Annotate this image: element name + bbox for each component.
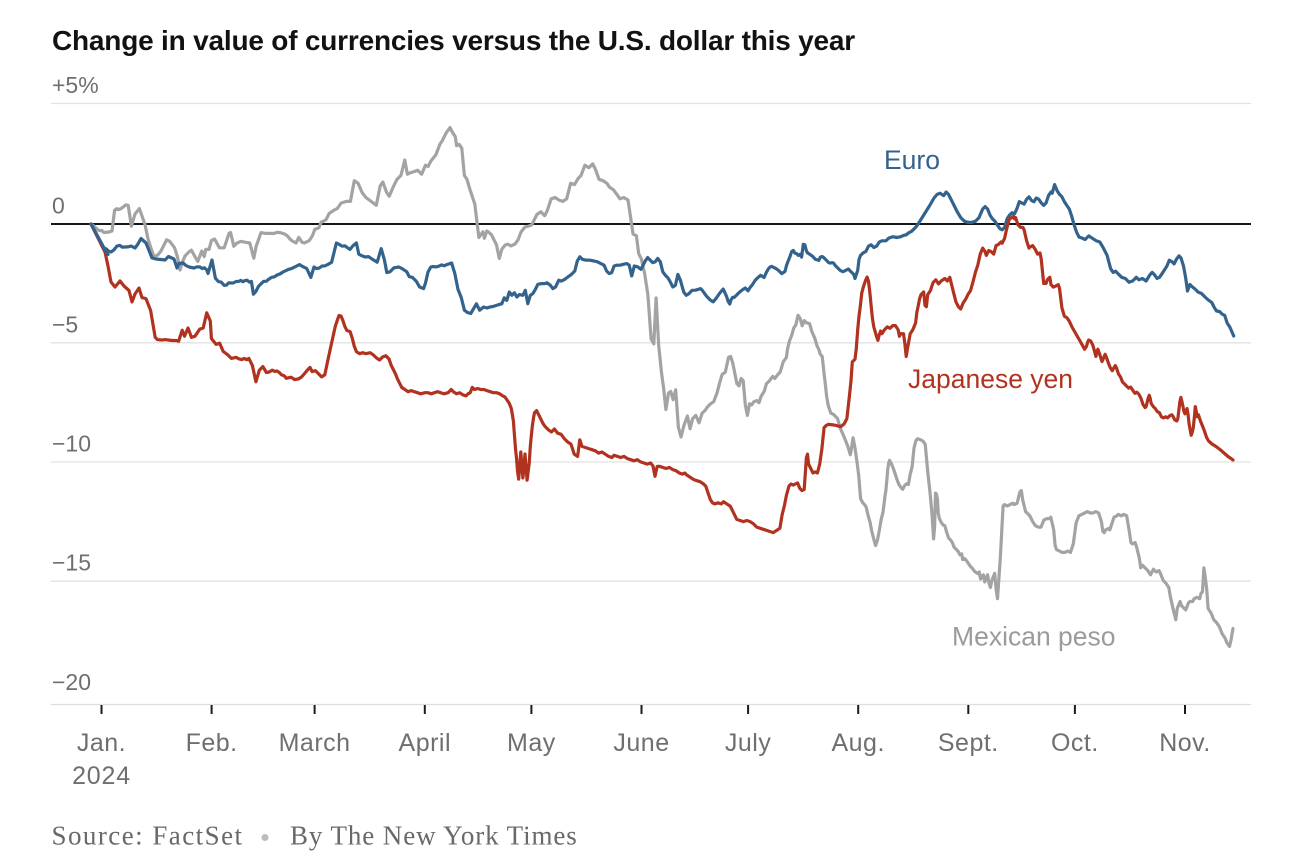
svg-text:−10: −10 (52, 431, 91, 457)
svg-text:May: May (507, 729, 556, 757)
svg-text:−15: −15 (52, 550, 91, 576)
svg-text:0: 0 (52, 193, 65, 219)
svg-text:Nov.: Nov. (1159, 729, 1211, 757)
svg-text:Jan.: Jan. (77, 729, 126, 757)
svg-text:2024: 2024 (72, 762, 131, 790)
svg-text:March: March (279, 729, 351, 757)
svg-text:Euro: Euro (884, 145, 940, 175)
svg-text:Feb.: Feb. (186, 729, 238, 757)
svg-text:April: April (399, 729, 452, 757)
svg-text:−20: −20 (52, 669, 91, 695)
svg-text:−5: −5 (52, 311, 78, 337)
svg-text:Source: FactSet: Source: FactSet (52, 821, 244, 851)
svg-text:Mexican peso: Mexican peso (952, 622, 1116, 652)
svg-text:By The New York Times: By The New York Times (290, 821, 578, 851)
svg-text:Aug.: Aug. (831, 729, 884, 757)
svg-text:+5%: +5% (52, 72, 99, 98)
svg-text:Oct.: Oct. (1051, 729, 1099, 757)
svg-text:June: June (613, 729, 669, 757)
svg-text:Japanese yen: Japanese yen (908, 364, 1073, 394)
svg-text:July: July (725, 729, 771, 757)
svg-text:Sept.: Sept. (938, 729, 999, 757)
